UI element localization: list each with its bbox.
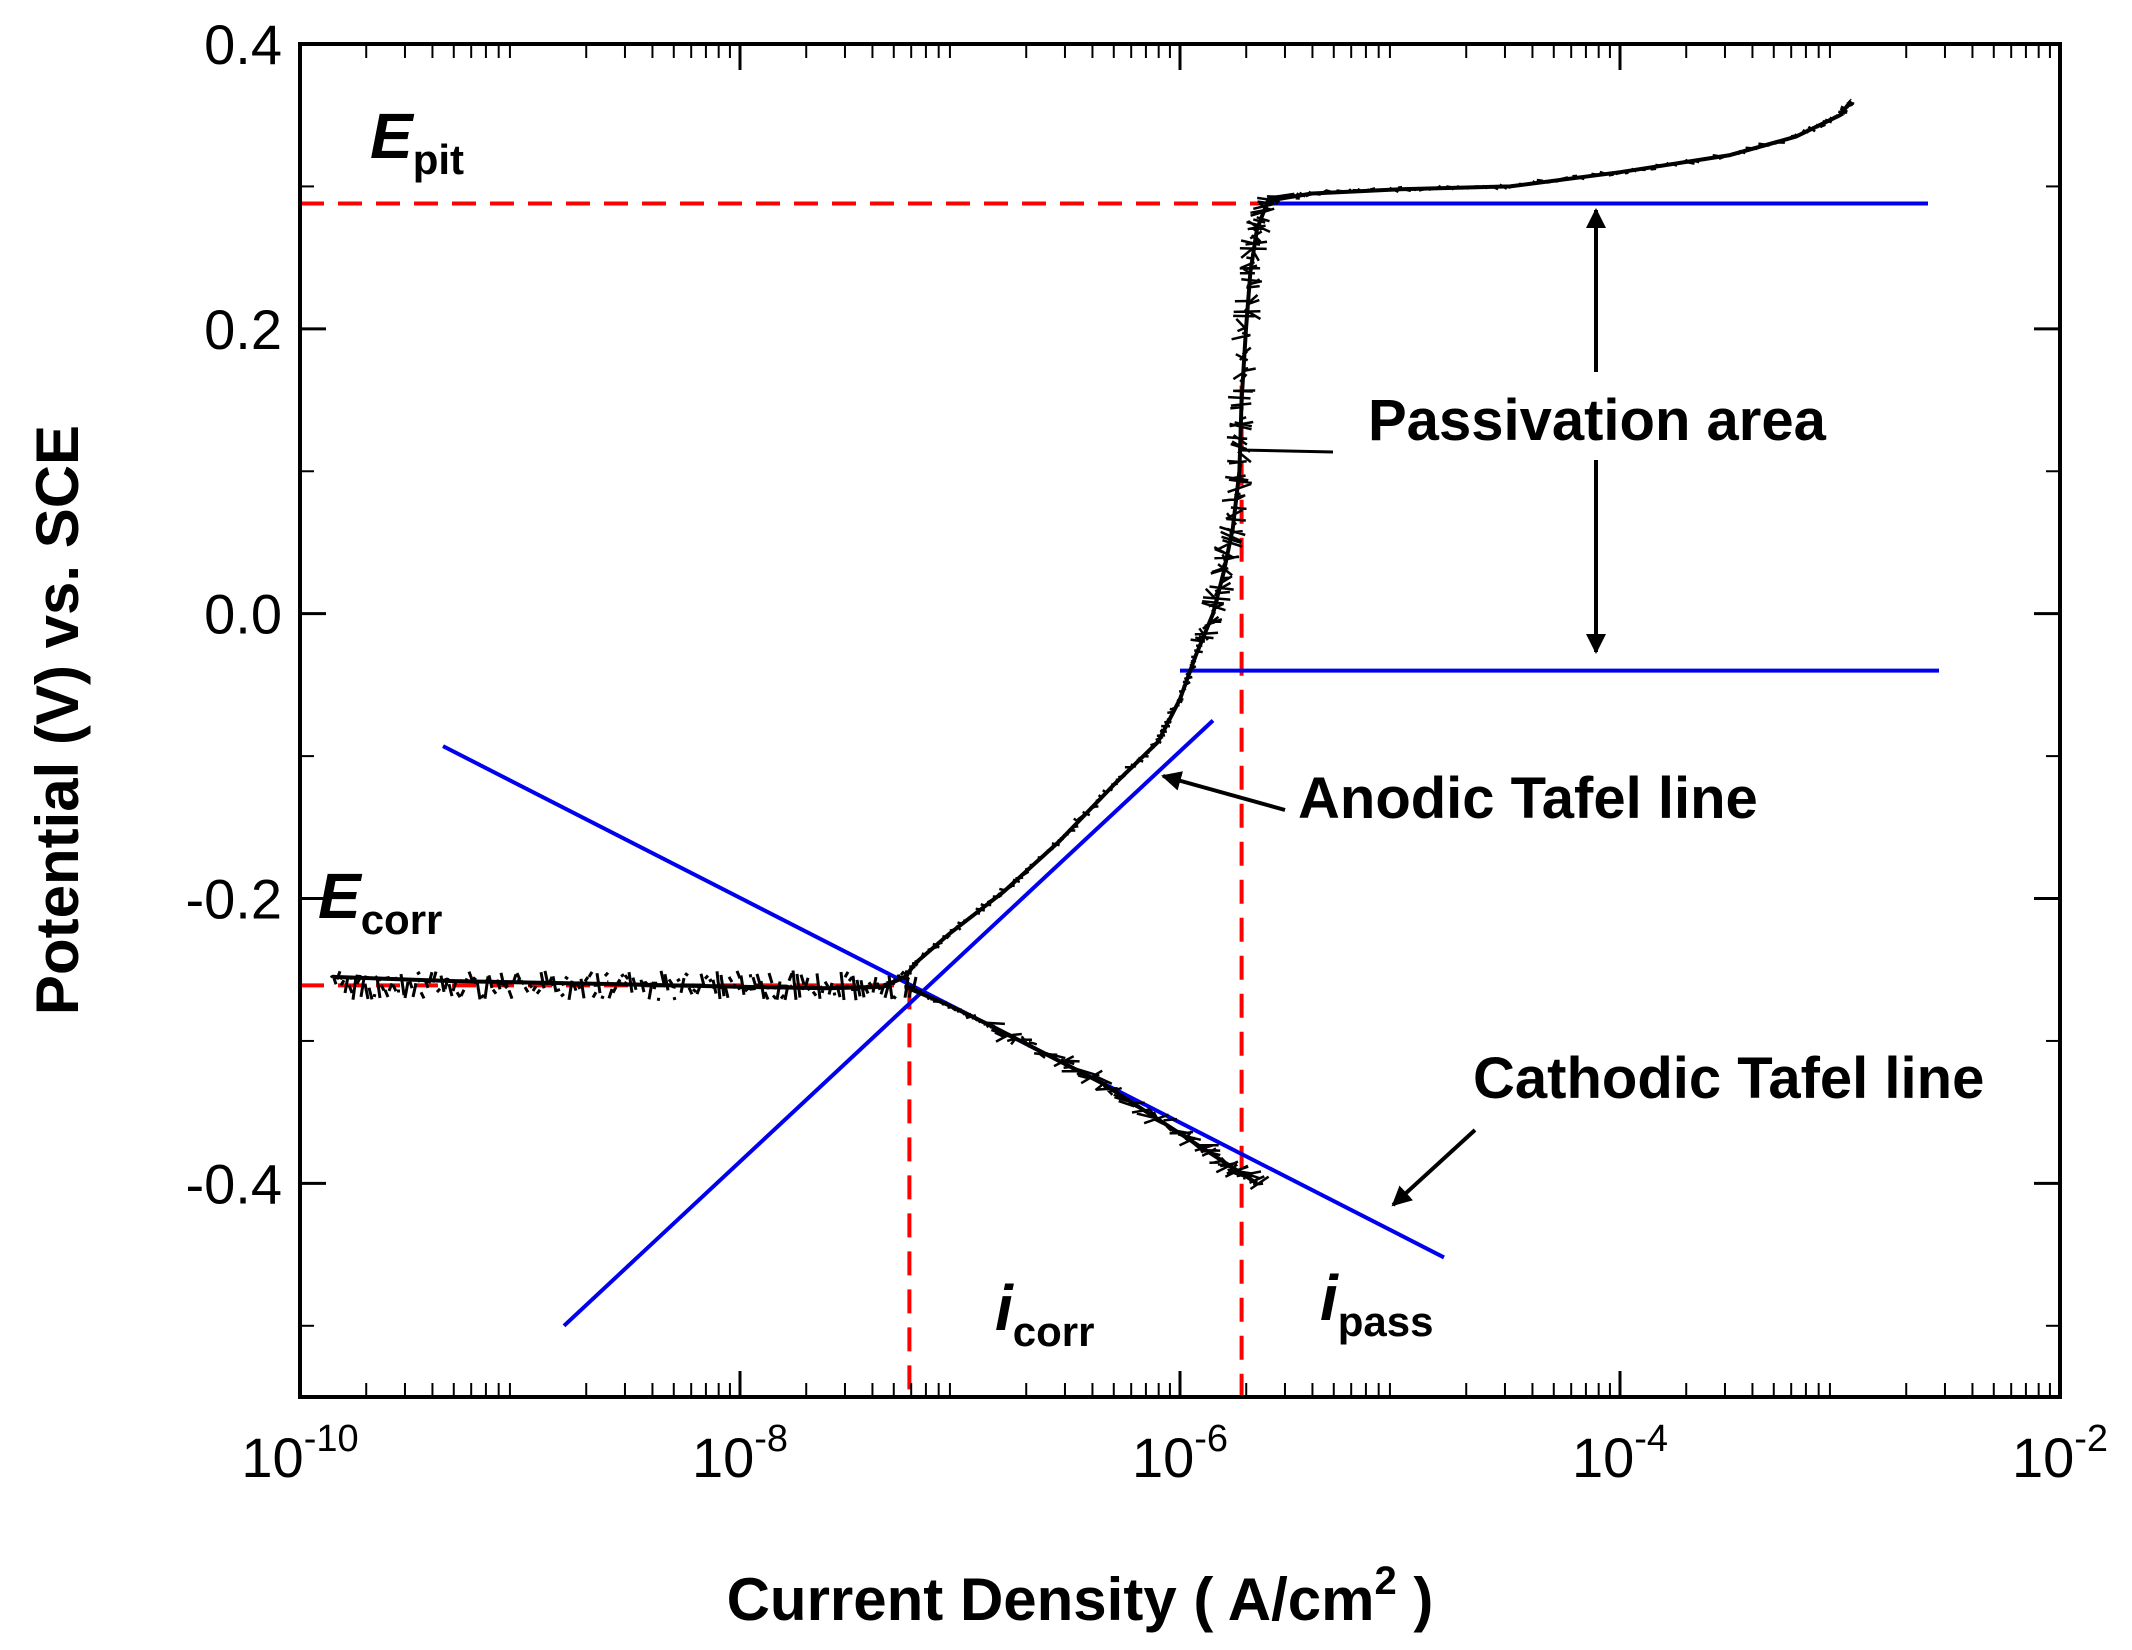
cathodic-tafel-label: Cathodic Tafel line <box>1473 1046 1984 1111</box>
y-axis-title: Potential (V) vs. SCE <box>24 425 91 1015</box>
x-tick-label: 10-6 <box>1132 1418 1228 1489</box>
y-tick-label: 0.4 <box>204 13 282 76</box>
cathodic-tafel-arrow <box>1391 1128 1477 1207</box>
passivation-pointer-line <box>1239 448 1334 454</box>
passivation-area-label: Passivation area <box>1368 388 1827 453</box>
cathodic-branch-noise <box>904 983 1270 1191</box>
x-tick-label: 10-8 <box>692 1418 788 1489</box>
x-tick-label: 10-2 <box>2012 1418 2108 1489</box>
x-tick-label: 10-4 <box>1572 1418 1668 1489</box>
y-tick-label: 0.0 <box>204 583 282 646</box>
i-corr-label: icorr <box>995 1272 1094 1355</box>
polarization-curve <box>332 99 1853 991</box>
anodic-tafel-arrow <box>1161 771 1286 812</box>
plot-frame <box>298 42 2062 1399</box>
data-series <box>329 98 1855 1191</box>
i-pass-label: ipass <box>1320 1262 1434 1345</box>
polarization-curve-noise <box>329 98 1855 992</box>
e-corr-label: Ecorr <box>318 860 442 943</box>
anodic-tafel-label: Anodic Tafel line <box>1298 766 1758 831</box>
e-pit-label: Epit <box>370 100 464 183</box>
x-tick-label: 10-10 <box>241 1418 358 1489</box>
y-tick-label: 0.2 <box>204 298 282 361</box>
y-tick-label: -0.2 <box>186 868 283 931</box>
x-axis-title: Current Density ( A/cm2 ) <box>727 1559 1434 1633</box>
anodic-tafel-line <box>562 719 1215 1328</box>
reference-lines <box>300 201 1260 1397</box>
corrosion-noise-band <box>331 970 918 1001</box>
y-tick-label: -0.4 <box>186 1152 283 1215</box>
axis-ticks: 10-10 10-8 10-6 10-4 10-2 0.4 0.2 0.0 -0.2 -0.4 <box>186 13 2109 1489</box>
fit-lines <box>442 201 1939 1328</box>
